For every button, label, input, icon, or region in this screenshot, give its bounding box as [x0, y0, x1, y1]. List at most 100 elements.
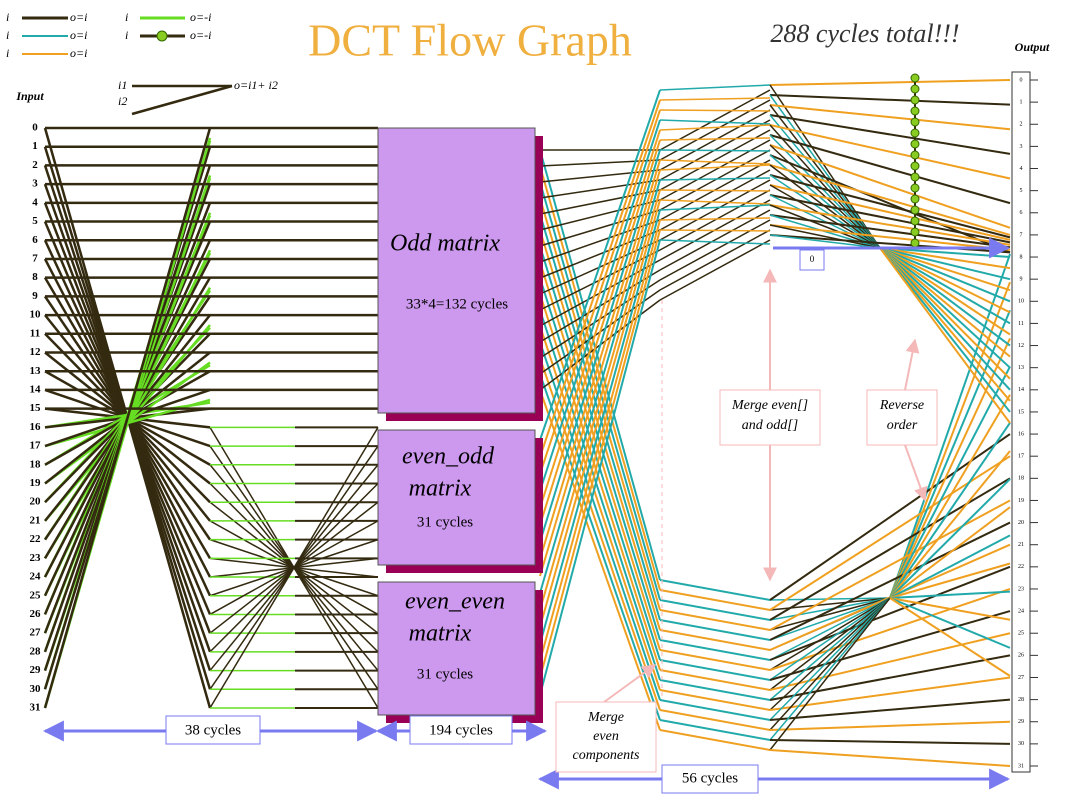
flow-line — [769, 698, 1011, 721]
input-label: 14 — [30, 383, 42, 395]
flow-line — [539, 325, 661, 691]
flow-line — [539, 341, 661, 701]
flow-line — [879, 247, 1011, 369]
flow-line — [659, 659, 771, 681]
flow-line — [539, 165, 661, 591]
negation-dot — [910, 172, 920, 182]
note-arrow — [904, 444, 928, 502]
input-label: 26 — [30, 608, 42, 620]
negation-dot — [910, 238, 920, 248]
flow-line — [659, 579, 771, 601]
legend-in: i — [6, 46, 9, 60]
flow-line — [889, 597, 1011, 677]
flow-line — [769, 124, 1011, 180]
flow-line — [539, 99, 661, 458]
flow-line — [43, 127, 212, 709]
flow-line — [659, 97, 771, 101]
flow-line — [889, 506, 1011, 599]
flow-line — [539, 239, 661, 696]
box-label: Odd matrix — [390, 231, 500, 257]
output-label: 0 — [1020, 77, 1023, 83]
legend-in: i1 — [118, 78, 127, 92]
flow-line — [539, 159, 661, 560]
flow-line — [879, 247, 1011, 358]
flow-line — [769, 597, 891, 701]
output-label: 18 — [1018, 476, 1024, 482]
even-odd-box — [377, 429, 536, 566]
negation-dot — [910, 84, 920, 94]
input-label: 19 — [30, 477, 42, 489]
flow-line — [659, 669, 771, 691]
output-label: 8 — [1020, 254, 1023, 260]
flow-line — [769, 597, 891, 741]
flow-line — [539, 149, 661, 543]
output-label: 22 — [1018, 564, 1024, 570]
flow-line — [769, 499, 1011, 631]
negation-dot — [910, 95, 920, 105]
note-text: components — [573, 748, 640, 763]
legend-out: o=i — [70, 28, 87, 42]
flow-line — [539, 357, 661, 711]
input-label: 5 — [32, 215, 38, 227]
flow-line — [659, 204, 771, 211]
flow-line — [889, 534, 1011, 599]
flow-line — [879, 247, 1011, 413]
flow-line — [889, 450, 1011, 599]
flow-line — [659, 649, 771, 671]
input-label: 0 — [32, 122, 38, 134]
flow-line — [769, 84, 881, 249]
output-label: 10 — [1018, 299, 1024, 305]
odd-box — [377, 127, 536, 414]
output-label: 14 — [1018, 387, 1024, 393]
output-label: 2 — [1020, 122, 1023, 128]
input-label: 15 — [30, 402, 42, 414]
negation-dot — [910, 73, 920, 83]
input-label: 22 — [30, 533, 42, 545]
input-label: 20 — [30, 496, 42, 508]
input-label: 16 — [30, 421, 42, 433]
negation-dot — [910, 139, 920, 149]
even-even-box — [377, 581, 536, 716]
legend-in: i — [6, 10, 9, 24]
output-label: 12 — [1018, 343, 1024, 349]
flow-line — [659, 164, 771, 171]
flow-line — [659, 639, 771, 661]
flow-line — [769, 597, 891, 711]
flow-line — [769, 749, 1011, 767]
flow-line — [769, 214, 1011, 249]
output-label: 6 — [1020, 210, 1023, 216]
total-cycles: 288 cycles total!!! — [770, 19, 959, 48]
legend-out: o=-i — [190, 10, 211, 24]
flow-line — [769, 477, 1011, 621]
input-label: 30 — [30, 683, 42, 695]
output-label: 13 — [1018, 365, 1024, 371]
input-label: 3 — [32, 178, 38, 190]
span-box — [661, 764, 759, 794]
output-label: 25 — [1018, 631, 1024, 637]
flow-line — [769, 597, 891, 621]
output-label: 9 — [1020, 277, 1023, 283]
flow-line — [879, 247, 1011, 347]
flow-line — [769, 94, 881, 249]
flow-line — [539, 109, 661, 475]
note-arrow — [599, 664, 657, 706]
flow-line — [769, 720, 1011, 731]
flow-line — [539, 189, 661, 611]
legend-in: i — [125, 10, 128, 24]
flow-line — [769, 597, 891, 721]
flow-line — [889, 597, 1011, 649]
output-label: 28 — [1018, 697, 1024, 703]
flow-line — [769, 114, 1011, 155]
span-box — [409, 715, 513, 745]
flow-line — [659, 229, 771, 291]
flow-line — [539, 169, 661, 577]
input-label: 29 — [30, 664, 42, 676]
input-label: 18 — [30, 458, 42, 470]
flow-line — [769, 224, 881, 249]
output-label: 24 — [1018, 608, 1024, 614]
flow-line — [769, 597, 891, 671]
input-label: 4 — [32, 196, 38, 208]
box-cycles: 33*4=132 cycles — [406, 296, 508, 312]
flow-line — [769, 94, 1011, 106]
flow-line — [769, 234, 881, 249]
